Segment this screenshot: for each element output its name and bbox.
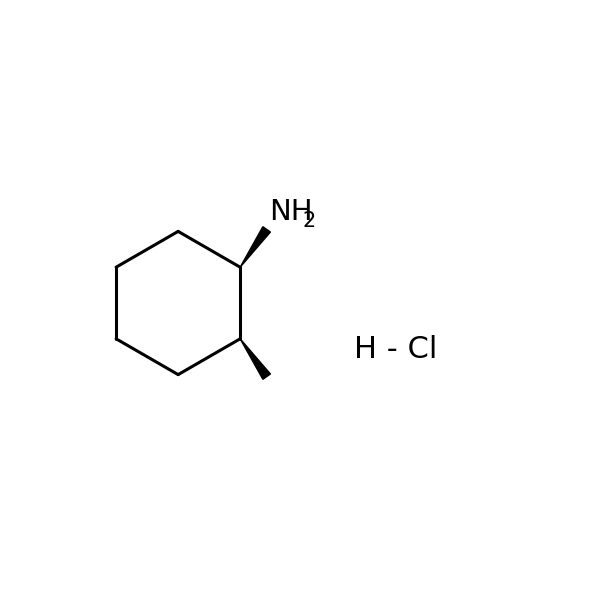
Text: NH: NH: [269, 197, 313, 226]
Polygon shape: [240, 339, 271, 379]
Text: H - Cl: H - Cl: [354, 335, 437, 364]
Polygon shape: [240, 227, 271, 267]
Text: 2: 2: [302, 211, 316, 231]
